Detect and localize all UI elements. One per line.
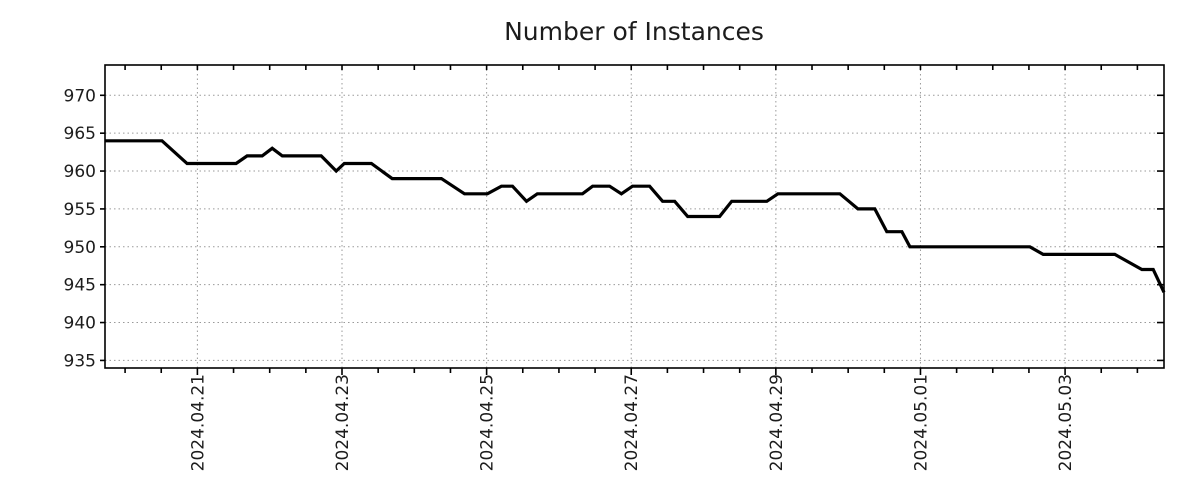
x-tick-label: 2024.04.23 (333, 374, 353, 471)
y-tick-label: 945 (64, 276, 96, 296)
y-tick-label: 970 (64, 86, 96, 106)
data-series (105, 139, 1166, 293)
y-tick-label: 955 (64, 200, 96, 220)
axes-border-and-ticks (100, 64, 1165, 375)
y-tick-label: 940 (64, 314, 96, 334)
x-tick-label: 2024.04.27 (622, 374, 642, 471)
chart-title: Number of Instances (504, 17, 764, 46)
y-tick-label: 935 (64, 351, 96, 371)
x-tick-label: 2024.04.29 (767, 374, 787, 471)
x-tick-label: 2024.04.21 (188, 374, 208, 471)
y-tick-label: 965 (64, 124, 96, 144)
y-tick-label: 960 (64, 162, 96, 182)
x-tick-label: 2024.05.01 (911, 374, 931, 471)
y-tick-label: 950 (64, 238, 96, 258)
tick-labels: 935 940 945 950 955 960 965 970 2024.04.21 2024.0… (64, 86, 1077, 471)
x-tick-label: 2024.05.03 (1056, 374, 1076, 471)
plot-border (104, 64, 1165, 369)
x-tick-label: 2024.04.25 (478, 374, 498, 471)
instances-series-line (105, 139, 1166, 293)
gridlines (105, 65, 1164, 368)
